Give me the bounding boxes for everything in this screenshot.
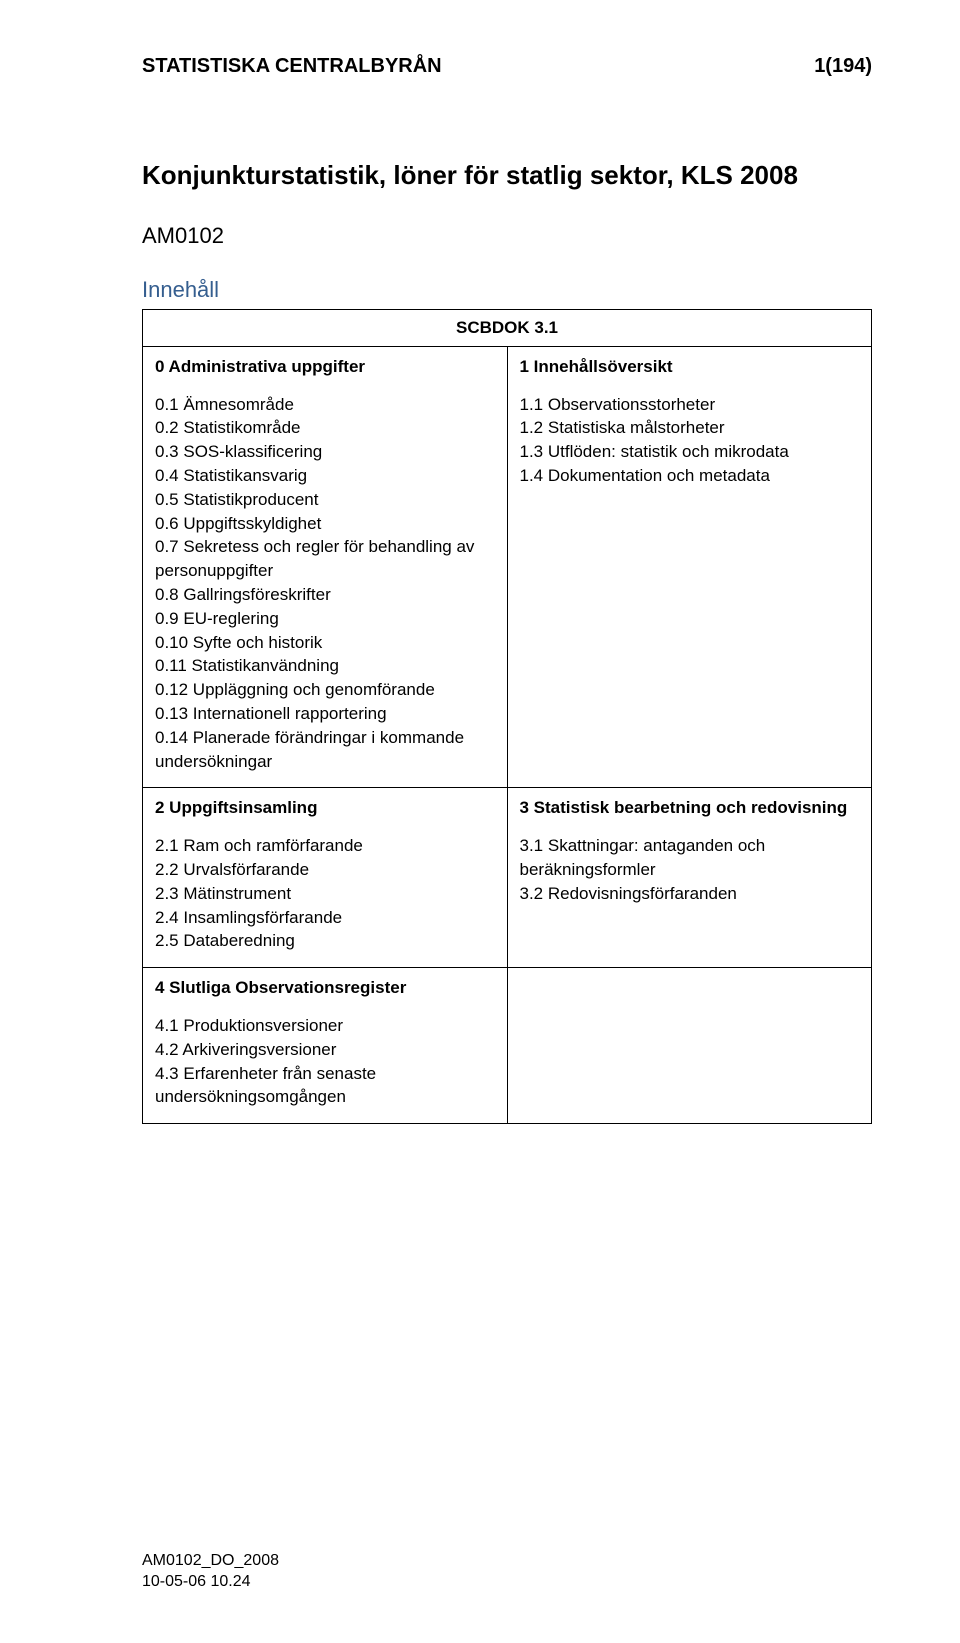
toc-cell-3: 3 Statistisk bearbetning och redovisning… bbox=[507, 788, 872, 968]
toc-cell-0: 0 Administrativa uppgifter 0.1 Ämnesområ… bbox=[143, 346, 508, 788]
toc-list-1: 1.1 Observationsstorheter1.2 Statistiska… bbox=[520, 393, 860, 488]
toc-item: 4.1 Produktionsversioner bbox=[155, 1014, 495, 1038]
toc-item: 2.4 Insamlingsförfarande bbox=[155, 906, 495, 930]
footer-line-1: AM0102_DO_2008 bbox=[142, 1550, 279, 1572]
toc-item: 0.6 Uppgiftsskyldighet bbox=[155, 512, 495, 536]
org-name: STATISTISKA CENTRALBYRÅN bbox=[142, 55, 442, 78]
toc-item: 0.12 Uppläggning och genomförande bbox=[155, 678, 495, 702]
toc-cell-4: 4 Slutliga Observationsregister 4.1 Prod… bbox=[143, 968, 508, 1124]
toc-item: 0.8 Gallringsföreskrifter bbox=[155, 583, 495, 607]
toc-item: 0.3 SOS-klassificering bbox=[155, 440, 495, 464]
toc-item: 0.9 EU-reglering bbox=[155, 607, 495, 631]
toc-item: 0.1 Ämnesområde bbox=[155, 393, 495, 417]
toc-item: 0.2 Statistikområde bbox=[155, 416, 495, 440]
toc-item: 1.3 Utflöden: statistik och mikrodata bbox=[520, 440, 860, 464]
toc-item: 1.4 Dokumentation och metadata bbox=[520, 464, 860, 488]
toc-item: 4.2 Arkiveringsversioner bbox=[155, 1038, 495, 1062]
toc-item: 4.3 Erfarenheter från senaste undersökni… bbox=[155, 1062, 495, 1110]
document-code: AM0102 bbox=[142, 223, 872, 249]
toc-item: 0.11 Statistikanvändning bbox=[155, 654, 495, 678]
toc-item: 2.3 Mätinstrument bbox=[155, 882, 495, 906]
toc-item: 0.7 Sekretess och regler för behandling … bbox=[155, 535, 495, 583]
toc-item: 1.1 Observationsstorheter bbox=[520, 393, 860, 417]
section-head-4: 4 Slutliga Observationsregister bbox=[155, 976, 495, 1000]
toc-list-0: 0.1 Ämnesområde0.2 Statistikområde0.3 SO… bbox=[155, 393, 495, 774]
toc-cell-2: 2 Uppgiftsinsamling 2.1 Ram och ramförfa… bbox=[143, 788, 508, 968]
section-head-1: 1 Innehållsöversikt bbox=[520, 355, 860, 379]
section-head-2: 2 Uppgiftsinsamling bbox=[155, 796, 495, 820]
toc-item: 2.5 Databeredning bbox=[155, 929, 495, 953]
footer: AM0102_DO_2008 10-05-06 10.24 bbox=[142, 1550, 279, 1593]
toc-cell-5-empty bbox=[507, 968, 872, 1124]
toc-list-2: 2.1 Ram och ramförfarande2.2 Urvalsförfa… bbox=[155, 834, 495, 953]
page-number: 1(194) bbox=[814, 55, 872, 78]
toc-list-3: 3.1 Skattningar: antaganden och beräknin… bbox=[520, 834, 860, 905]
toc-item: 3.1 Skattningar: antaganden och beräknin… bbox=[520, 834, 860, 882]
toc-table: SCBDOK 3.1 0 Administrativa uppgifter 0.… bbox=[142, 309, 872, 1124]
footer-line-2: 10-05-06 10.24 bbox=[142, 1571, 279, 1593]
section-head-3: 3 Statistisk bearbetning och redovisning bbox=[520, 796, 860, 820]
toc-cell-1: 1 Innehållsöversikt 1.1 Observationsstor… bbox=[507, 346, 872, 788]
scbdok-label: SCBDOK 3.1 bbox=[143, 310, 872, 347]
toc-item: 0.13 Internationell rapportering bbox=[155, 702, 495, 726]
toc-item: 2.1 Ram och ramförfarande bbox=[155, 834, 495, 858]
toc-item: 1.2 Statistiska målstorheter bbox=[520, 416, 860, 440]
toc-list-4: 4.1 Produktionsversioner4.2 Arkiveringsv… bbox=[155, 1014, 495, 1109]
toc-item: 0.5 Statistikproducent bbox=[155, 488, 495, 512]
toc-item: 0.10 Syfte och historik bbox=[155, 631, 495, 655]
section-head-0: 0 Administrativa uppgifter bbox=[155, 355, 495, 379]
toc-item: 3.2 Redovisningsförfaranden bbox=[520, 882, 860, 906]
toc-item: 0.4 Statistikansvarig bbox=[155, 464, 495, 488]
toc-item: 2.2 Urvalsförfarande bbox=[155, 858, 495, 882]
contents-heading: Innehåll bbox=[142, 277, 872, 303]
document-title: Konjunkturstatistik, löner för statlig s… bbox=[142, 158, 822, 193]
toc-item: 0.14 Planerade förändringar i kommande u… bbox=[155, 726, 495, 774]
